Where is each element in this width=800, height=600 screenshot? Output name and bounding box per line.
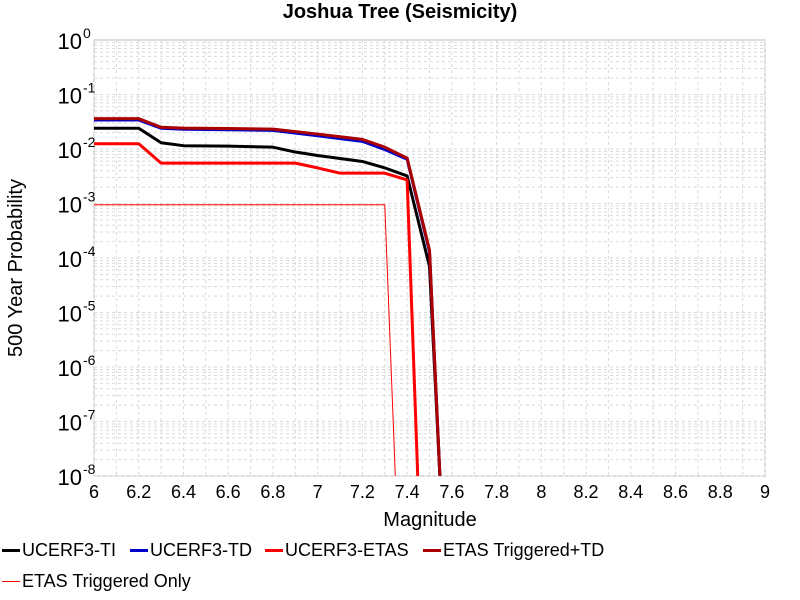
legend-label: UCERF3-TD	[150, 539, 252, 560]
x-tick-label: 8.2	[574, 482, 599, 502]
y-tick-exponent: -4	[83, 243, 96, 259]
y-tick-label: 10	[58, 247, 82, 272]
x-tick-label: 7.4	[395, 482, 420, 502]
legend-row-2: ETAS Triggered Only	[0, 569, 800, 593]
x-tick-label: 8.6	[663, 482, 688, 502]
y-tick-label: 10	[58, 302, 82, 327]
legend-label: UCERF3-TI	[22, 539, 116, 560]
legend-label: UCERF3-ETAS	[285, 539, 409, 560]
x-tick-label: 6.8	[260, 482, 285, 502]
series-layer	[94, 117, 442, 476]
legend-swatch	[265, 548, 283, 552]
x-tick-label: 6.6	[216, 482, 241, 502]
series-line-2	[94, 142, 420, 476]
x-tick-label: 8.8	[708, 482, 733, 502]
y-tick-exponent: -3	[83, 189, 96, 205]
x-tick-label: 9	[760, 482, 770, 502]
legend-item-ucerf3-ti: UCERF3-TI	[2, 538, 116, 562]
legend-swatch	[423, 548, 441, 552]
y-tick-exponent: -5	[83, 298, 96, 314]
y-axis-label: 500 Year Probability	[5, 179, 27, 357]
x-ticks: 6 6.2 6.4 6.6 6.8 7 7.2 7.4 7.6 7.8 8 8.2 8.4 8.6 8.8 9	[89, 482, 770, 502]
series-line-0	[94, 126, 442, 476]
legend-label: ETAS Triggered Only	[22, 570, 191, 591]
y-tick-label: 10	[58, 29, 82, 54]
y-tick-exponent: 0	[83, 25, 91, 41]
y-tick-exponent: -1	[83, 80, 96, 96]
legend-row-1: UCERF3-TI UCERF3-TD UCERF3-ETAS ETAS Tri…	[0, 538, 800, 562]
y-tick-label: 10	[58, 356, 82, 381]
x-tick-label: 6	[89, 482, 99, 502]
y-tick-label: 10	[58, 84, 82, 109]
legend-item-ucerf3-etas: UCERF3-ETAS	[265, 538, 409, 562]
x-tick-label: 8.4	[618, 482, 643, 502]
x-tick-label: 8	[536, 482, 546, 502]
y-tick-exponent: -7	[83, 407, 96, 423]
legend-swatch	[2, 580, 20, 582]
x-tick-label: 7.6	[439, 482, 464, 502]
legend-label: ETAS Triggered+TD	[443, 539, 605, 560]
y-tick-label: 10	[58, 465, 82, 490]
legend-swatch	[130, 548, 148, 552]
legend-item-ucerf3-td: UCERF3-TD	[130, 538, 252, 562]
x-axis-label: Magnitude	[383, 509, 476, 531]
x-tick-label: 7.8	[484, 482, 509, 502]
x-tick-label: 6.2	[126, 482, 151, 502]
y-tick-label: 10	[58, 138, 82, 163]
x-tick-label: 7.2	[350, 482, 375, 502]
x-tick-label: 7	[313, 482, 323, 502]
y-tick-exponent: -6	[83, 352, 96, 368]
y-tick-exponent: -2	[83, 134, 96, 150]
chart-title: Joshua Tree (Seismicity)	[283, 1, 518, 23]
y-tick-label: 10	[58, 411, 82, 436]
series-line-4	[94, 204, 396, 476]
series-line-3	[94, 117, 442, 476]
x-tick-label: 6.4	[171, 482, 196, 502]
legend-item-etas-triggered-only: ETAS Triggered Only	[2, 569, 191, 593]
y-tick-exponent: -8	[83, 461, 96, 477]
legend-swatch	[2, 548, 20, 552]
legend-item-etas-triggered-td: ETAS Triggered+TD	[423, 538, 604, 562]
y-tick-label: 10	[58, 193, 82, 218]
